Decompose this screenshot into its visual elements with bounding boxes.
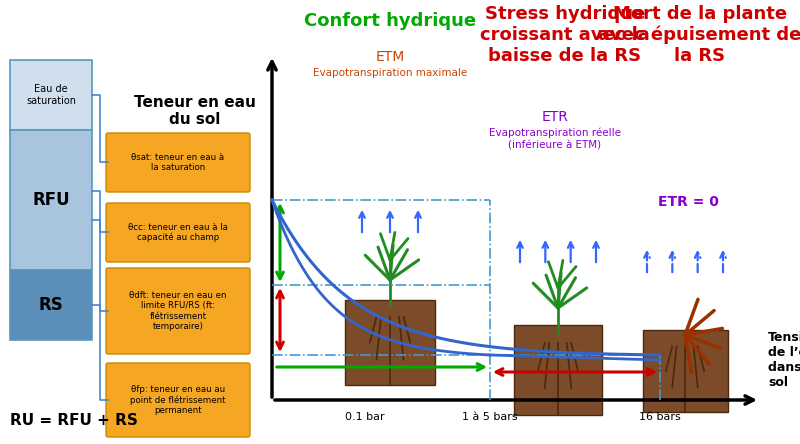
Text: Teneur en eau
du sol: Teneur en eau du sol [134, 95, 256, 127]
Text: Eau de
saturation: Eau de saturation [26, 84, 76, 106]
FancyBboxPatch shape [10, 60, 92, 130]
Text: RFU: RFU [32, 191, 70, 209]
Text: 0.1 bar: 0.1 bar [345, 412, 385, 422]
FancyBboxPatch shape [642, 330, 727, 412]
Text: ETR: ETR [542, 110, 569, 124]
Text: 16 bars: 16 bars [639, 412, 681, 422]
Text: RS: RS [38, 296, 63, 314]
Text: θcc: teneur en eau à la
capacité au champ: θcc: teneur en eau à la capacité au cham… [128, 222, 228, 242]
Text: ETM: ETM [375, 50, 405, 64]
Text: RU = RFU + RS: RU = RFU + RS [10, 412, 138, 428]
FancyBboxPatch shape [106, 133, 250, 192]
FancyBboxPatch shape [345, 300, 435, 385]
Text: Tension
de l’eau
dans le
sol: Tension de l’eau dans le sol [768, 331, 800, 389]
Text: Evapotranspiration réelle
(inférieure à ETM): Evapotranspiration réelle (inférieure à … [489, 128, 621, 150]
FancyBboxPatch shape [10, 130, 92, 270]
FancyBboxPatch shape [106, 203, 250, 262]
Text: Mort de la plante
avec épuisement de
la RS: Mort de la plante avec épuisement de la … [598, 5, 800, 65]
Text: θdft: teneur en eau en
limite RFU/RS (ft:
flétrissement
temporaire): θdft: teneur en eau en limite RFU/RS (ft… [130, 291, 226, 331]
Text: ETR = 0: ETR = 0 [658, 195, 718, 209]
FancyBboxPatch shape [106, 363, 250, 437]
Text: Stress hydrique
croissant avec la
baisse de la RS: Stress hydrique croissant avec la baisse… [480, 5, 650, 64]
Text: 1 à 5 bars: 1 à 5 bars [462, 412, 518, 422]
Text: Confort hydrique: Confort hydrique [304, 12, 476, 30]
FancyBboxPatch shape [106, 268, 250, 354]
Text: θsat: teneur en eau à
la saturation: θsat: teneur en eau à la saturation [131, 153, 225, 172]
FancyBboxPatch shape [514, 325, 602, 415]
Text: Evapotranspiration maximale: Evapotranspiration maximale [313, 68, 467, 78]
Text: θfp: teneur en eau au
point de flétrissement
permanent: θfp: teneur en eau au point de flétrisse… [130, 385, 226, 415]
FancyBboxPatch shape [10, 270, 92, 340]
